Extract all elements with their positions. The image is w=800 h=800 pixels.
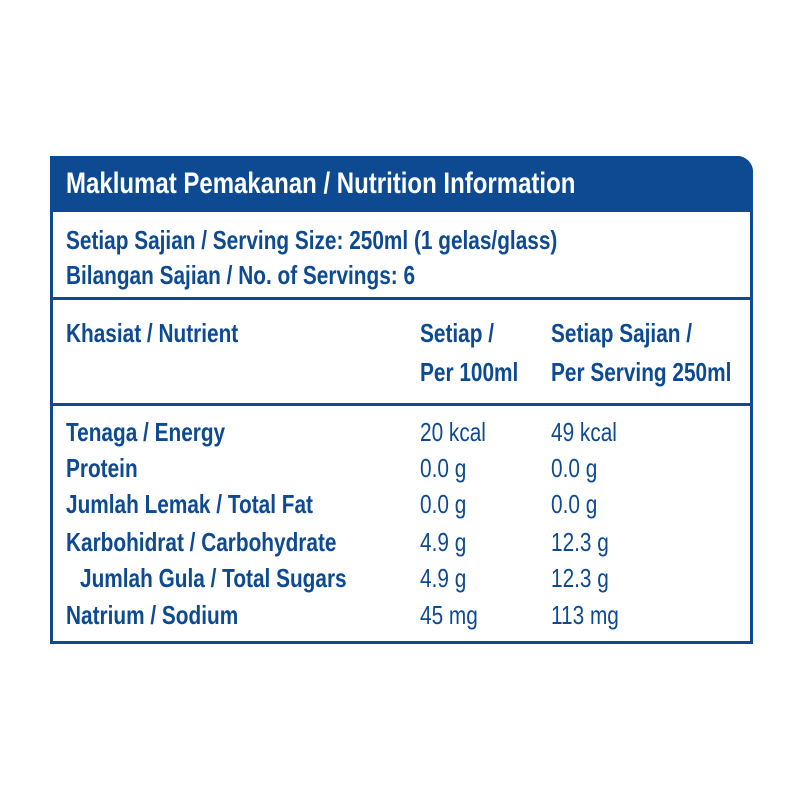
- nutrient-value: 0.0 g: [420, 489, 467, 519]
- column-header: Khasiat / Nutrient: [66, 318, 239, 348]
- column-header: Setiap /: [420, 318, 494, 348]
- nutrient-name: Tenaga / Energy: [66, 417, 226, 447]
- nutrient-value: 12.3 g: [551, 563, 609, 593]
- nutrient-value: 0.0 g: [420, 453, 467, 483]
- serving-size: Setiap Sajian / Serving Size: 250ml (1 g…: [66, 225, 558, 255]
- column-header: Per 100ml: [420, 357, 519, 387]
- nutrient-name: Karbohidrat / Carbohydrate: [66, 527, 337, 557]
- nutrient-name: Protein: [66, 453, 138, 483]
- title: Maklumat Pemakanan / Nutrition Informati…: [66, 167, 576, 200]
- nutrient-value: 113 mg: [551, 600, 619, 630]
- nutrient-name: Natrium / Sodium: [66, 600, 239, 630]
- nutrient-value: 12.3 g: [551, 527, 609, 557]
- nutrient-name: Jumlah Lemak / Total Fat: [66, 489, 313, 519]
- nutrient-value: 4.9 g: [420, 563, 467, 593]
- divider: [50, 403, 753, 406]
- title-band: [50, 156, 753, 212]
- column-header: Setiap Sajian /: [551, 318, 693, 348]
- nutrient-name: Jumlah Gula / Total Sugars: [80, 563, 347, 593]
- nutrient-value: 45 mg: [420, 600, 478, 630]
- divider: [50, 297, 753, 300]
- nutrient-value: 0.0 g: [551, 453, 598, 483]
- nutrient-value: 20 kcal: [420, 417, 486, 447]
- nutrient-value: 0.0 g: [551, 489, 598, 519]
- column-header: Per Serving 250ml: [551, 357, 732, 387]
- nutrient-value: 49 kcal: [551, 417, 617, 447]
- nutrient-value: 4.9 g: [420, 527, 467, 557]
- serving-count: Bilangan Sajian / No. of Servings: 6: [66, 260, 416, 290]
